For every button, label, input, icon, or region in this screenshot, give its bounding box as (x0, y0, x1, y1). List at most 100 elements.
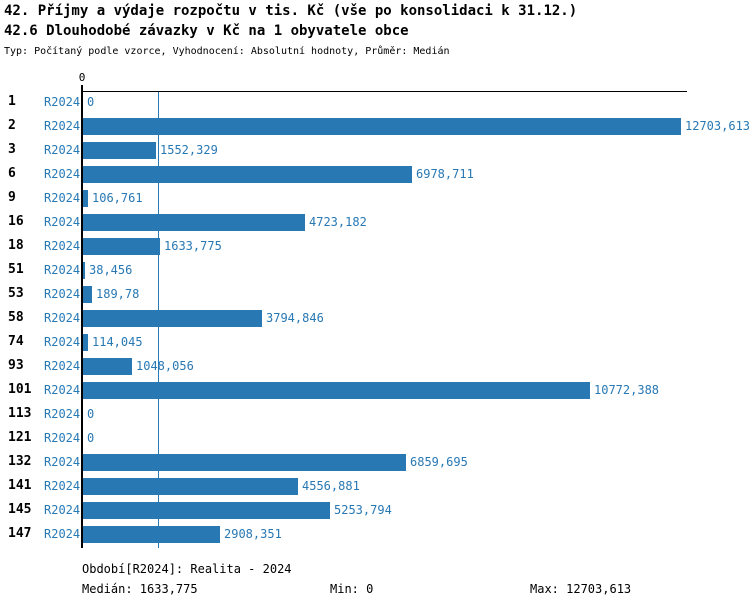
row-series-label: R2024 (44, 455, 81, 469)
row-bar (83, 262, 85, 279)
row-category-label: 3 (8, 142, 16, 157)
row-series-label: R2024 (44, 191, 81, 205)
row-series-label: R2024 (44, 359, 81, 373)
row-value-label: 3794,846 (266, 311, 324, 325)
row-series-label: R2024 (44, 311, 81, 325)
chart-row: 1 R2024 0 (0, 90, 750, 114)
row-bar (83, 310, 262, 327)
chart-row: 74 R2024 114,045 (0, 330, 750, 354)
chart-row: 9 R2024 106,761 (0, 186, 750, 210)
row-category-label: 53 (8, 286, 24, 301)
row-category-label: 121 (8, 430, 32, 445)
row-category-label: 18 (8, 238, 24, 253)
chart-row: 113 R2024 0 (0, 402, 750, 426)
row-series-label: R2024 (44, 119, 81, 133)
chart-row: 16 R2024 4723,182 (0, 210, 750, 234)
chart-row: 53 R2024 189,78 (0, 282, 750, 306)
row-category-label: 16 (8, 214, 24, 229)
row-bar (83, 142, 156, 159)
chart-row: 93 R2024 1048,056 (0, 354, 750, 378)
x-axis-zero-tick-label: 0 (78, 71, 86, 84)
row-series-label: R2024 (44, 143, 81, 157)
row-value-label: 114,045 (92, 335, 143, 349)
row-value-label: 1552,329 (160, 143, 218, 157)
chart-row: 101 R2024 10772,388 (0, 378, 750, 402)
chart-row: 58 R2024 3794,846 (0, 306, 750, 330)
row-series-label: R2024 (44, 383, 81, 397)
row-category-label: 6 (8, 166, 16, 181)
row-value-label: 6978,711 (416, 167, 474, 181)
row-series-label: R2024 (44, 479, 81, 493)
chart-row: 3 R2024 1552,329 (0, 138, 750, 162)
chart-row: 141 R2024 4556,881 (0, 474, 750, 498)
row-series-label: R2024 (44, 215, 81, 229)
row-category-label: 93 (8, 358, 24, 373)
row-series-label: R2024 (44, 431, 81, 445)
row-bar (83, 166, 412, 183)
row-category-label: 9 (8, 190, 16, 205)
x-axis-line (81, 91, 687, 92)
row-series-label: R2024 (44, 95, 81, 109)
min-stat: Min: 0 (330, 582, 374, 596)
chart-row: 121 R2024 0 (0, 426, 750, 450)
row-series-label: R2024 (44, 335, 81, 349)
row-series-label: R2024 (44, 239, 81, 253)
period-label: Období[R2024]: Realita - 2024 (82, 562, 292, 576)
row-series-label: R2024 (44, 503, 81, 517)
row-series-label: R2024 (44, 167, 81, 181)
row-series-label: R2024 (44, 407, 81, 421)
row-bar (83, 118, 681, 135)
row-value-label: 189,78 (96, 287, 140, 301)
row-value-label: 4556,881 (302, 479, 360, 493)
chart-row: 145 R2024 5253,794 (0, 498, 750, 522)
row-bar (83, 382, 590, 399)
chart-row: 2 R2024 12703,613 (0, 114, 750, 138)
row-value-label: 38,456 (89, 263, 133, 277)
chart-row: 51 R2024 38,456 (0, 258, 750, 282)
row-category-label: 145 (8, 502, 32, 517)
chart-row: 6 R2024 6978,711 (0, 162, 750, 186)
row-value-label: 5253,794 (334, 503, 392, 517)
row-value-label: 0 (87, 407, 95, 421)
chart-subtitle: 42.6 Dlouhodobé závazky v Kč na 1 obyvat… (4, 23, 409, 39)
row-value-label: 2908,351 (224, 527, 282, 541)
page-title: 42. Příjmy a výdaje rozpočtu v tis. Kč (… (4, 3, 578, 19)
row-value-label: 106,761 (92, 191, 143, 205)
row-category-label: 141 (8, 478, 32, 493)
row-series-label: R2024 (44, 527, 81, 541)
row-bar (83, 286, 92, 303)
row-value-label: 10772,388 (594, 383, 660, 397)
row-category-label: 1 (8, 94, 16, 109)
row-category-label: 113 (8, 406, 32, 421)
y-axis-line (81, 85, 83, 548)
row-bar (83, 526, 220, 543)
row-category-label: 58 (8, 310, 24, 325)
row-value-label: 0 (87, 431, 95, 445)
row-category-label: 2 (8, 118, 16, 133)
row-bar (83, 478, 298, 495)
row-bar (83, 238, 160, 255)
row-value-label: 1633,775 (164, 239, 222, 253)
row-category-label: 74 (8, 334, 24, 349)
chart-row: 147 R2024 2908,351 (0, 522, 750, 546)
row-bar (83, 502, 330, 519)
row-value-label: 1048,056 (136, 359, 194, 373)
row-bar (83, 334, 88, 351)
chart-row: 132 R2024 6859,695 (0, 450, 750, 474)
median-stat: Medián: 1633,775 (82, 582, 198, 596)
row-series-label: R2024 (44, 287, 81, 301)
row-value-label: 12703,613 (685, 119, 750, 133)
row-value-label: 6859,695 (410, 455, 468, 469)
row-category-label: 147 (8, 526, 32, 541)
max-stat: Max: 12703,613 (530, 582, 632, 596)
chart-row: 18 R2024 1633,775 (0, 234, 750, 258)
row-bar (83, 454, 406, 471)
row-bar (83, 190, 88, 207)
row-category-label: 51 (8, 262, 24, 277)
row-category-label: 132 (8, 454, 32, 469)
row-bar (83, 214, 305, 231)
chart-meta-line: Typ: Počítaný podle vzorce, Vyhodnocení:… (4, 46, 450, 57)
row-bar (83, 358, 132, 375)
row-series-label: R2024 (44, 263, 81, 277)
